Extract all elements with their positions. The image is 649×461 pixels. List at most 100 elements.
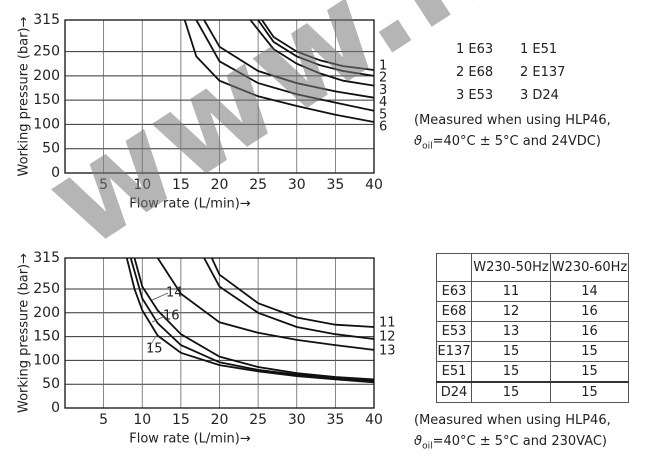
table-row: E137 15 15 [436, 341, 629, 362]
table-cell: 13 [471, 321, 551, 342]
y-tick-label: 315 [33, 250, 60, 266]
x-tick-label: 40 [365, 412, 383, 428]
header-cell: W230-60Hz [550, 253, 629, 282]
series-label: 11 [379, 316, 396, 331]
leader-line [147, 335, 157, 350]
table-cell: 12 [471, 301, 551, 322]
subscript: oil [422, 141, 433, 152]
table-row: E68 12 16 [436, 301, 629, 322]
table-cell: E68 [436, 301, 472, 322]
legend-item: 2 E137 [520, 65, 566, 80]
y-tick-label: 50 [42, 376, 60, 392]
curve [257, 20, 374, 77]
subscript: oil [422, 441, 433, 452]
x-tick-label: 15 [172, 177, 190, 193]
y-tick-label: 0 [51, 400, 60, 416]
y-tick-label: 100 [33, 352, 60, 368]
table-cell: D24 [436, 381, 472, 403]
note: (Measured when using HLP46, [414, 413, 611, 428]
legend-item: 3 E53 [456, 88, 494, 103]
leader-line [151, 315, 166, 323]
header-cell: W230-50Hz [471, 253, 551, 282]
x-tick-label: 5 [99, 412, 108, 428]
y-tick-label: 315 [33, 12, 60, 28]
table-cell: 16 [550, 301, 629, 322]
table-row: E53 13 16 [436, 321, 629, 342]
x-tick-label: 30 [288, 412, 306, 428]
curve [125, 258, 374, 384]
x-axis-label: Flow rate (L/min)→ [129, 432, 251, 447]
x-tick-label: 10 [133, 177, 151, 193]
curve [261, 20, 374, 71]
x-tick-label: 5 [99, 177, 108, 193]
curve [156, 258, 374, 351]
series-label: 5 [379, 107, 387, 122]
table-cell: 15 [471, 361, 551, 383]
table-cell: E63 [436, 281, 472, 302]
curve [133, 258, 374, 381]
header-cell [436, 253, 472, 282]
x-tick-label: 35 [326, 412, 344, 428]
curve [183, 20, 374, 123]
y-tick-label: 50 [42, 141, 60, 157]
series-label: 2 [379, 71, 387, 86]
curve [249, 20, 374, 87]
x-tick-label: 15 [172, 412, 190, 428]
symbol: ϑ [414, 434, 423, 449]
curve [203, 20, 374, 99]
note-text: =40°C ± 5°C and 230VAC) [432, 434, 608, 449]
table-cell: 15 [550, 341, 629, 362]
table-cell: 15 [471, 381, 551, 403]
series-label: 12 [379, 330, 396, 345]
leader-line [151, 292, 169, 301]
series-label: 6 [379, 120, 387, 135]
plot-frame [64, 19, 375, 174]
y-tick-label: 100 [33, 116, 60, 132]
y-tick-label: 0 [51, 165, 60, 181]
legend-item: 1 E51 [520, 42, 558, 57]
series-label: 3 [379, 83, 387, 98]
note: ϑoil=40°C ± 5°C and 230VAC) [414, 434, 607, 452]
curve [203, 258, 374, 340]
table-cell: 16 [550, 321, 629, 342]
table: W230-50Hz W230-60Hz E63 11 14 E68 12 16 E53 13 16… [436, 253, 629, 403]
x-tick-label: 20 [211, 412, 229, 428]
table-cell: 15 [550, 361, 629, 383]
table-cell: 11 [471, 281, 551, 302]
x-axis-label: Flow rate (L/min)→ [129, 197, 251, 212]
symbol: ϑ [414, 134, 423, 149]
table-row: E63 11 14 [436, 281, 629, 302]
y-tick-label: 150 [33, 92, 60, 108]
x-tick-label: 40 [365, 177, 383, 193]
table-cell: 15 [550, 381, 629, 403]
x-tick-label: 25 [249, 412, 267, 428]
y-tick-label: 250 [33, 281, 60, 297]
y-axis-label: Working pressure (bar)→ [17, 253, 32, 413]
legend-item: 1 E63 [456, 42, 494, 57]
note: ϑoil=40°C ± 5°C and 24VDC) [414, 134, 601, 152]
x-tick-label: 30 [288, 177, 306, 193]
curve [129, 258, 374, 382]
y-tick-label: 200 [33, 68, 60, 84]
x-tick-label: 35 [326, 177, 344, 193]
y-axis-label: Working pressure (bar)→ [17, 16, 32, 176]
note-text: =40°C ± 5°C and 24VDC) [432, 134, 601, 149]
series-label: 14 [166, 286, 183, 301]
series-label: 4 [379, 95, 387, 110]
curve [210, 258, 374, 328]
table-row: D24 15 15 [436, 381, 629, 403]
y-tick-label: 150 [33, 329, 60, 345]
table-cell: E51 [436, 361, 472, 383]
table-cell: E137 [436, 341, 472, 362]
table-row: E51 15 15 [436, 361, 629, 383]
table-cell: 14 [550, 281, 629, 302]
y-tick-label: 200 [33, 305, 60, 321]
x-tick-label: 10 [133, 412, 151, 428]
table-cell: 15 [471, 341, 551, 362]
series-label: 16 [163, 309, 180, 324]
x-tick-label: 25 [249, 177, 267, 193]
series-label: 13 [379, 344, 396, 359]
y-tick-label: 250 [33, 44, 60, 60]
